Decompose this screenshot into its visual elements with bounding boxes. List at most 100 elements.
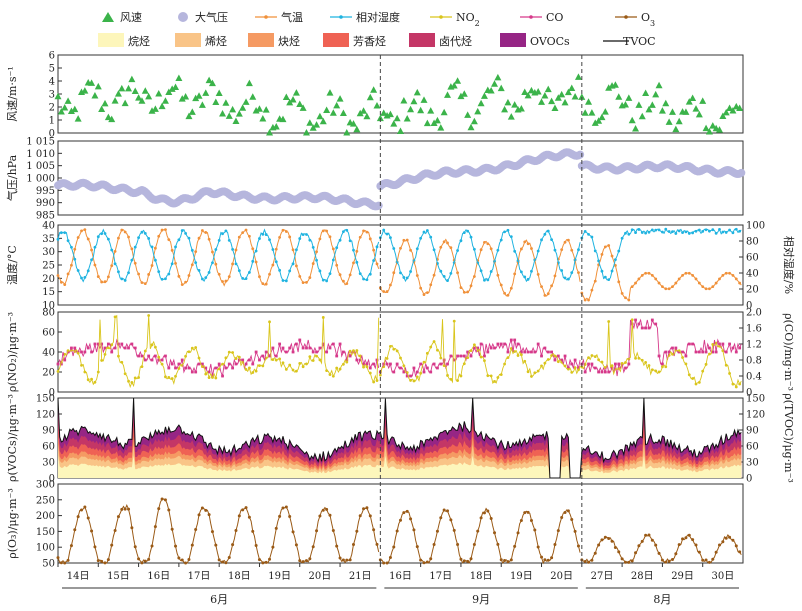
wind-marker (621, 101, 629, 108)
wind-marker (585, 98, 593, 105)
wind-marker (665, 118, 673, 125)
humidity-point (56, 237, 60, 241)
x-tick-label: 16日 (389, 571, 412, 582)
y-tick-label: 1 000 (26, 174, 55, 185)
panel-o3: 50 100 150 200 250 300 ρ(O₃)/μg·m⁻³ (6, 480, 744, 570)
legend-item-7: 烷烃 (98, 33, 150, 48)
legend-item-2: 气温 (255, 10, 303, 24)
panel-frame (57, 483, 744, 564)
wind-marker (517, 104, 525, 112)
wind-marker (662, 99, 670, 107)
x-tick-label: 18日 (228, 571, 251, 582)
wind-marker (185, 112, 193, 120)
y-tick-label: 0 (49, 388, 55, 399)
wind-marker (393, 114, 401, 122)
wind-marker (235, 110, 243, 117)
wind-marker (413, 88, 421, 96)
x-tick-label: 30日 (711, 571, 734, 582)
wind-marker (615, 93, 623, 100)
legend-item-11: 卤代烃 (409, 33, 472, 48)
panel-temp: 10 15 20 25 30 35 40 0 20 40 60 80 100 相对湿度/% 温度/°C (5, 221, 796, 312)
wind-marker (326, 89, 334, 96)
wind-marker (433, 116, 441, 124)
humidity-line (57, 228, 742, 283)
y-axis-label: ρ(O₃)/μg·m⁻³ (6, 488, 19, 559)
legend-label: 炔烃 (278, 35, 300, 48)
wind-marker (245, 79, 253, 87)
x-tick-label: 21日 (349, 571, 372, 582)
wind-marker (135, 94, 143, 101)
wind-marker (420, 96, 428, 103)
legend-swatch-fill (175, 33, 201, 47)
wind-marker (195, 92, 203, 99)
wind-marker (182, 92, 190, 100)
wind-marker (67, 107, 75, 114)
wind-marker (437, 124, 445, 131)
y-axis-label: 风速/m·s⁻¹ (6, 66, 19, 122)
wind-marker (571, 93, 579, 100)
y-right-axis-label: ρ(TVOC)/μg·m⁻³ (782, 393, 795, 483)
legend-item-13: TVOC (603, 35, 656, 48)
y-tick-label: 150 (36, 394, 55, 405)
wind-marker (464, 111, 472, 118)
wind-marker (175, 74, 183, 82)
wind-marker (460, 90, 468, 97)
wind-marker (302, 129, 310, 136)
wind-marker (141, 87, 149, 94)
legend-swatch-fill (409, 33, 435, 47)
wind-marker (292, 89, 300, 96)
wind-marker (440, 108, 448, 116)
wind-marker (353, 125, 361, 133)
wind-marker (511, 101, 519, 108)
wind-marker (444, 91, 452, 98)
wind-marker (215, 89, 223, 97)
wind-marker (239, 104, 247, 111)
wind-marker (598, 113, 606, 121)
wind-marker (208, 79, 216, 87)
wind-marker (672, 125, 680, 133)
wind-marker (323, 106, 331, 114)
wind-marker (561, 98, 569, 106)
wind-marker (252, 106, 260, 114)
legend-item-9: 炔烃 (248, 33, 300, 48)
wind-marker (219, 110, 227, 117)
y-axis-label: 气压/hPa (5, 154, 19, 201)
wind-marker (595, 117, 603, 124)
wind-marker (279, 115, 287, 123)
legend-swatch-triangle (102, 12, 114, 22)
no2-line (57, 314, 742, 389)
wind-marker (205, 76, 213, 84)
y-tick-label: 6 (49, 51, 55, 62)
wind-marker (682, 108, 690, 115)
wind-marker (101, 99, 109, 107)
pressure-marker (576, 150, 585, 159)
y-tick-label: 1 005 (26, 161, 55, 172)
legend-item-4: NO2 (430, 11, 480, 28)
wind-marker (202, 89, 210, 96)
legend-swatch-fill (98, 33, 124, 47)
wind-marker (161, 97, 169, 104)
wind-marker (699, 97, 707, 104)
wind-marker (692, 105, 700, 112)
wind-marker (114, 90, 122, 97)
y-right-tick-label: 60 (746, 442, 759, 453)
y-tick-label: 120 (36, 410, 55, 421)
legend-label: 烷烃 (128, 34, 150, 48)
legend-swatch-dot (264, 15, 268, 19)
wind-marker (467, 123, 475, 131)
wind-marker (403, 114, 411, 122)
wind-marker (138, 97, 146, 104)
wind-marker (534, 88, 542, 95)
x-tick-label: 28日 (631, 571, 654, 582)
wind-marker (172, 83, 180, 90)
wind-marker (648, 101, 656, 108)
wind-marker (477, 99, 485, 107)
pressure-marker (737, 168, 746, 177)
x-tick-label: 29日 (671, 571, 694, 582)
wind-marker (255, 105, 263, 112)
wind-marker (71, 105, 79, 113)
legend-item-5: CO (520, 11, 563, 24)
y-right-axis-label: 相对湿度/% (782, 236, 796, 294)
wind-marker (376, 114, 384, 122)
